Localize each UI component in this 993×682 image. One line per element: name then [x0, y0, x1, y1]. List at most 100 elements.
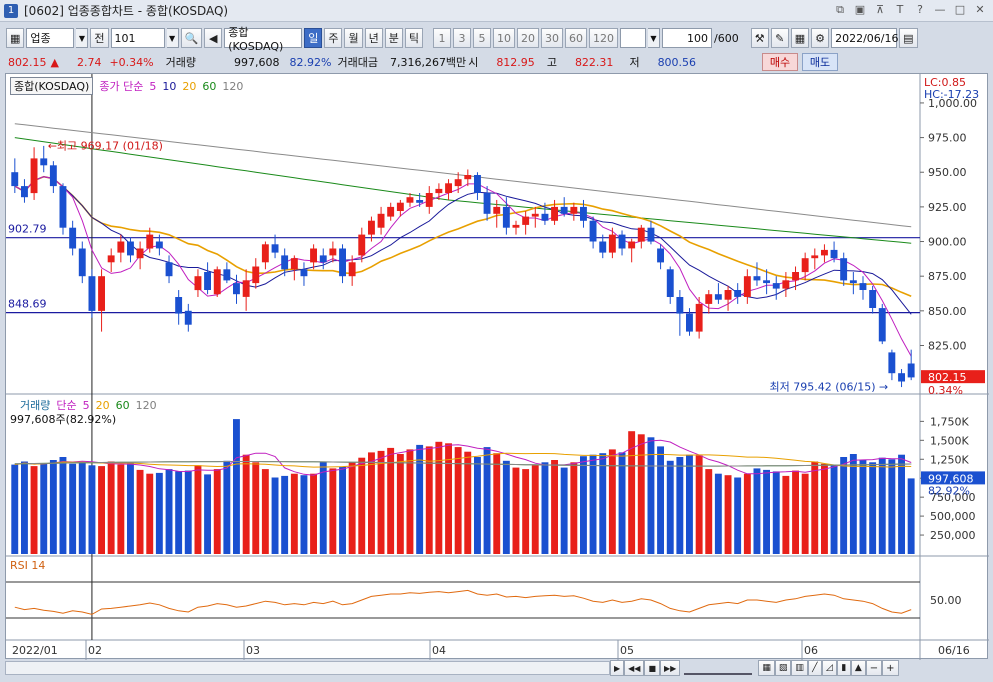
candle-body[interactable]	[782, 280, 790, 289]
candle-body[interactable]	[396, 202, 404, 211]
chevron-down-icon[interactable]: ▼	[647, 28, 660, 48]
volume-bar[interactable]	[88, 465, 96, 554]
volume-bar[interactable]	[599, 453, 607, 554]
candle-body[interactable]	[849, 280, 857, 284]
volume-bar[interactable]	[734, 477, 742, 555]
candle-body[interactable]	[551, 206, 558, 221]
candle-body[interactable]	[377, 213, 385, 228]
candle-body[interactable]	[184, 310, 192, 325]
volume-bar[interactable]	[21, 461, 28, 555]
candle-body[interactable]	[127, 241, 134, 256]
stop-icon[interactable]: ■	[644, 660, 661, 676]
volume-bar[interactable]	[165, 469, 173, 554]
chevron-down-icon[interactable]: ▼	[76, 28, 89, 48]
candle-body[interactable]	[348, 262, 356, 277]
volume-bar[interactable]	[194, 465, 202, 554]
candle-body[interactable]	[580, 206, 587, 221]
candle-body[interactable]	[165, 262, 173, 277]
candle-body[interactable]	[493, 206, 501, 214]
candle-body[interactable]	[117, 241, 125, 253]
calendar-icon[interactable]: ▤	[899, 28, 918, 48]
candle-body[interactable]	[329, 248, 337, 256]
candle-body[interactable]	[878, 308, 886, 342]
date-input[interactable]: 2022/06/16	[831, 28, 899, 48]
search-icon[interactable]: 🔍	[180, 28, 203, 48]
candle-body[interactable]	[628, 241, 636, 249]
volume-bar[interactable]	[618, 452, 626, 554]
volume-bar[interactable]	[368, 452, 375, 554]
volume-bar[interactable]	[233, 419, 240, 554]
volume-bar[interactable]	[763, 469, 770, 554]
volume-bar[interactable]	[300, 475, 308, 554]
volume-bar[interactable]	[637, 434, 645, 554]
volume-bar[interactable]	[811, 461, 819, 555]
candle-body[interactable]	[695, 303, 703, 332]
candle-body[interactable]	[213, 269, 221, 295]
candle-body[interactable]	[502, 206, 510, 228]
volume-bar[interactable]	[339, 466, 346, 554]
candle-body[interactable]	[49, 165, 57, 187]
volume-bar[interactable]	[531, 465, 539, 554]
candle-body[interactable]	[223, 269, 231, 281]
candle-body[interactable]	[888, 352, 896, 374]
candle-body[interactable]	[637, 227, 645, 242]
candle-body[interactable]	[772, 283, 780, 289]
candle-body[interactable]	[252, 266, 260, 284]
candle-body[interactable]	[281, 255, 289, 270]
volume-bar[interactable]	[608, 449, 616, 554]
candle-body[interactable]	[406, 197, 414, 203]
chart-svg[interactable]: 1,000.00 975.00 950.00 925.00 900.00 875.00 85…	[6, 74, 989, 660]
area-icon[interactable]: ◿	[821, 660, 837, 676]
candle-body[interactable]	[78, 248, 86, 277]
candle-body[interactable]	[714, 294, 722, 300]
candle-body[interactable]	[387, 206, 395, 217]
candle-body[interactable]	[859, 283, 867, 290]
volume-bar[interactable]	[743, 473, 751, 554]
candle-body[interactable]	[242, 280, 250, 297]
indicator-icon[interactable]: ⚒	[750, 28, 769, 48]
candle-body[interactable]	[522, 216, 530, 225]
prev-button[interactable]: 전	[90, 28, 109, 48]
volume-bar[interactable]	[724, 475, 732, 554]
candle-body[interactable]	[589, 220, 597, 242]
volume-bar[interactable]	[657, 446, 664, 554]
candle-body[interactable]	[358, 234, 366, 256]
volume-bar[interactable]	[242, 454, 250, 554]
volume-bar[interactable]	[898, 454, 905, 554]
candle-body[interactable]	[88, 276, 96, 311]
candle-body[interactable]	[474, 175, 481, 193]
candle-body[interactable]	[319, 255, 327, 263]
volume-bar[interactable]	[416, 444, 424, 554]
tab-year[interactable]: 년	[364, 28, 383, 48]
volume-bar[interactable]	[445, 443, 452, 554]
compare-icon[interactable]: ▧	[774, 660, 792, 676]
candle-body[interactable]	[792, 272, 799, 281]
candle-body[interactable]	[425, 193, 433, 207]
volume-bar[interactable]	[714, 473, 722, 554]
line-icon[interactable]: ╱	[807, 660, 822, 676]
code-input[interactable]: 101	[110, 28, 165, 48]
price-panel-name[interactable]: 종합(KOSDAQ)	[10, 77, 94, 95]
candle-body[interactable]	[686, 313, 693, 332]
volume-bar[interactable]	[560, 467, 568, 554]
min-opt-1[interactable]: 1	[432, 28, 451, 48]
candle-body[interactable]	[136, 248, 144, 259]
volume-bar[interactable]	[310, 473, 317, 554]
candle-body[interactable]	[204, 272, 211, 290]
font-icon[interactable]: T	[896, 3, 904, 16]
volume-bar[interactable]	[358, 457, 366, 554]
volume-bar[interactable]	[127, 463, 134, 554]
candle-body[interactable]	[753, 276, 761, 281]
volume-bar[interactable]	[454, 447, 462, 554]
close-icon[interactable]: ✕	[975, 3, 985, 16]
candle-body[interactable]	[107, 255, 115, 263]
forward-icon[interactable]: ▶▶	[660, 660, 681, 676]
candle-body[interactable]	[763, 280, 770, 284]
play-icon[interactable]: ▶	[610, 660, 625, 676]
volume-bar[interactable]	[821, 463, 828, 554]
candle-body[interactable]	[69, 227, 77, 249]
maximize-icon[interactable]: □	[954, 3, 966, 16]
volume-bar[interactable]	[261, 469, 269, 554]
volume-bar[interactable]	[213, 469, 221, 554]
candle-body[interactable]	[271, 244, 279, 253]
